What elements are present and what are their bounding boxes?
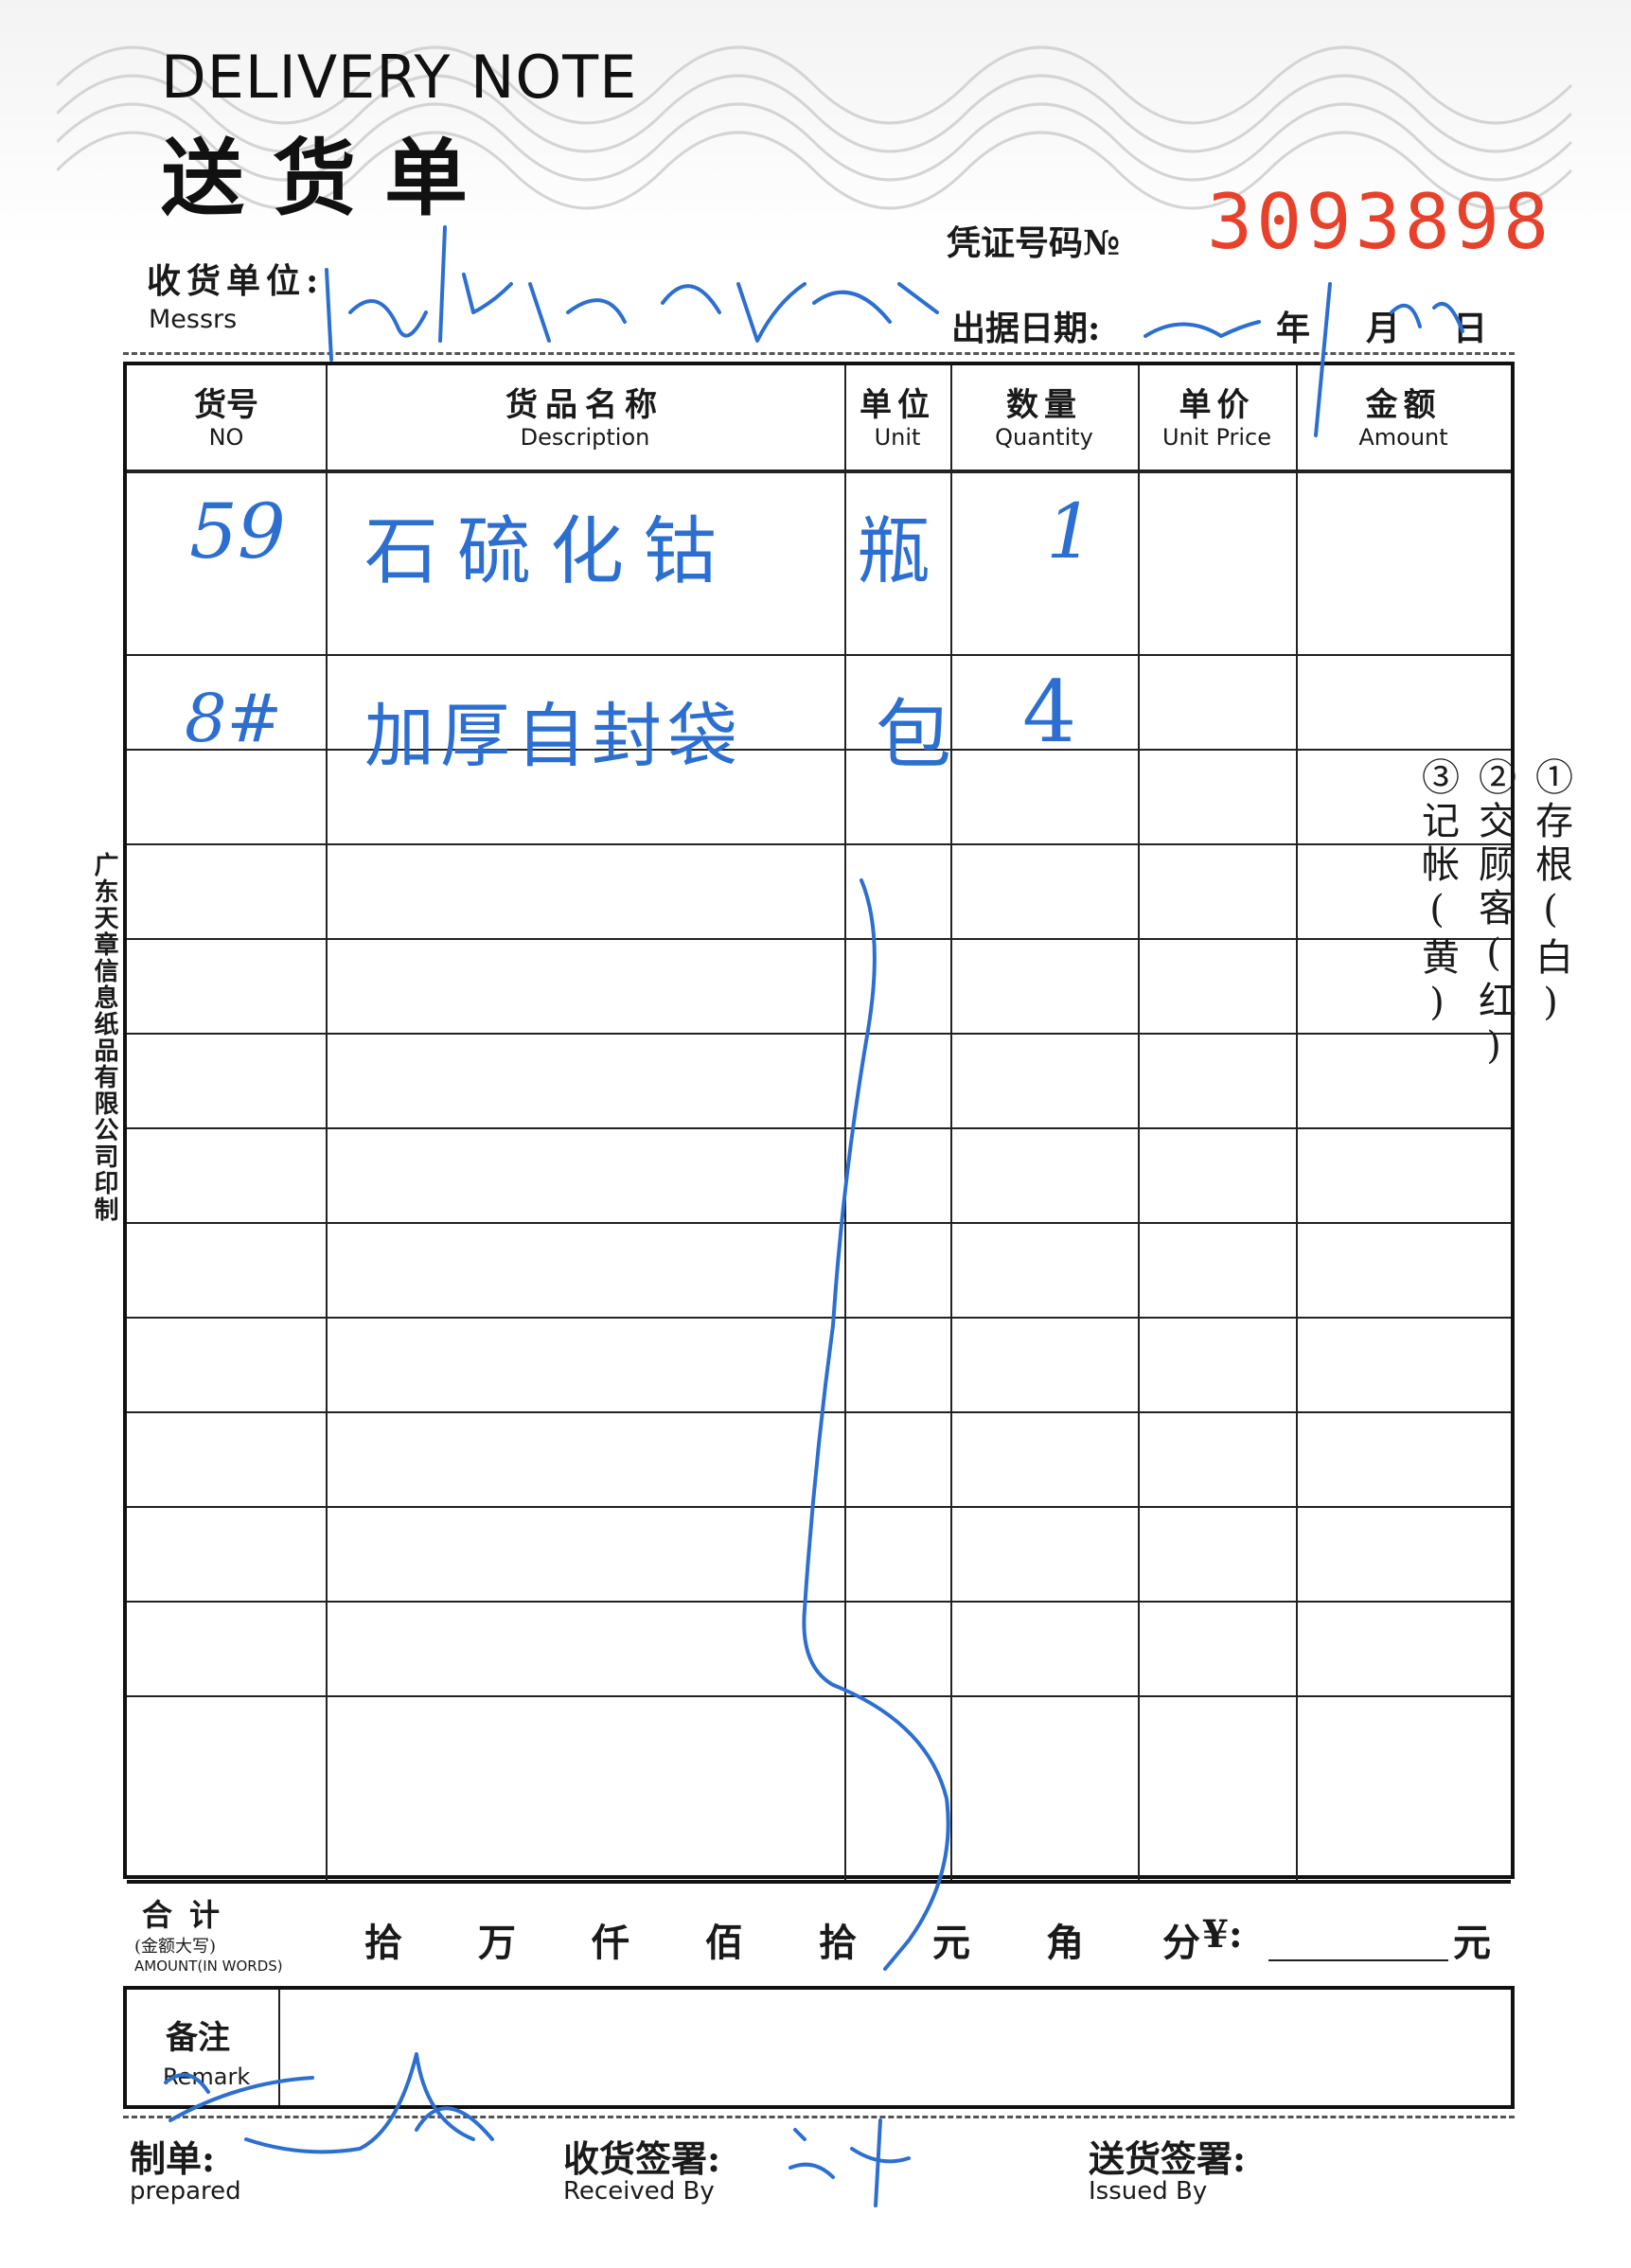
amount-unit-shi: 拾 xyxy=(364,1921,402,1965)
remark-top-border xyxy=(123,1986,1515,1990)
col-divider xyxy=(326,365,328,1880)
messrs-label-cn: 收货单位: xyxy=(147,261,325,301)
issued-by-label-cn: 送货签署: xyxy=(1089,2137,1247,2180)
table-row-divider xyxy=(127,1506,1511,1508)
received-by-label-en: Received By xyxy=(563,2177,715,2206)
col-header-no-cn: 货号 xyxy=(194,386,258,424)
amount-unit-bai: 佰 xyxy=(705,1921,743,1965)
table-row-divider xyxy=(127,1033,1511,1035)
row2-description-handwritten: 加厚自封袋 xyxy=(364,696,743,777)
copies-legend: ①存根(白) ②交顾客(红) ③记帐(黄) xyxy=(1415,757,1579,1117)
col-header-description-cn: 货品名称 xyxy=(505,386,665,424)
col-header-unit-price-en: Unit Price xyxy=(1161,424,1272,451)
col-header-unit-price-cn: 单价 xyxy=(1179,386,1255,424)
row1-unit-handwritten: 瓶 xyxy=(857,509,931,594)
row1-quantity-handwritten: 1 xyxy=(1046,487,1094,576)
remark-label-en: Remark xyxy=(163,2064,251,2090)
table-row-divider xyxy=(127,749,1511,751)
received-by-label-cn: 收货签署: xyxy=(563,2137,721,2180)
col-header-quantity-en: Quantity xyxy=(995,424,1093,451)
table-row-divider xyxy=(127,1222,1511,1224)
table-row-divider xyxy=(127,1317,1511,1319)
col-header-quantity-cn: 数量 xyxy=(1006,386,1082,424)
amount-unit-fen: 分 xyxy=(1162,1921,1200,1965)
total-amount-underline xyxy=(1268,1959,1448,1961)
total-label-cn: 合计 xyxy=(142,1897,238,1933)
col-divider xyxy=(844,365,846,1880)
table-row-divider xyxy=(127,843,1511,845)
date-month-char: 月 xyxy=(1366,309,1401,348)
total-yuan-suffix: 元 xyxy=(1453,1921,1491,1965)
date-label: 出据日期: xyxy=(951,309,1101,348)
title-english: DELIVERY NOTE xyxy=(161,43,638,112)
table-header-divider xyxy=(127,470,1511,473)
items-table: 货号 NO 货品名称 Description 单位 Unit 数量 Quanti… xyxy=(123,362,1515,1884)
copy-accounting-yellow: ③记帐(黄) xyxy=(1415,757,1459,1030)
copy-stub-white: ①存根(白) xyxy=(1529,757,1572,1030)
date-day-char: 日 xyxy=(1453,309,1488,348)
table-row-divider xyxy=(127,1411,1511,1413)
voucher-number: 3093898 xyxy=(1207,178,1553,266)
messrs-label-en: Messrs xyxy=(149,305,238,334)
total-label-sub-cn: (金额大写) xyxy=(134,1937,217,1957)
issued-by-label-en: Issued By xyxy=(1089,2177,1208,2206)
remark-label-cn: 备注 xyxy=(166,2019,230,2057)
voucher-number-label: 凭证号码№ xyxy=(947,223,1121,263)
amount-unit-yuan: 元 xyxy=(932,1921,970,1965)
footer-divider xyxy=(123,2116,1515,2118)
amount-unit-qian: 仟 xyxy=(592,1921,629,1965)
remark-divider xyxy=(278,1988,280,2105)
col-header-amount-cn: 金额 xyxy=(1365,386,1442,424)
col-divider xyxy=(1296,365,1298,1880)
amount-unit-shi-2: 拾 xyxy=(819,1921,857,1965)
printer-imprint: 广东天章信息纸品有限公司印制 xyxy=(90,852,118,1223)
table-row-divider xyxy=(127,1127,1511,1129)
amount-unit-wan: 万 xyxy=(478,1921,516,1965)
copy-customer-red: ②交顾客(红) xyxy=(1472,757,1516,1073)
col-header-amount-en: Amount xyxy=(1358,424,1448,451)
table-row-divider xyxy=(127,1601,1511,1603)
row2-quantity-handwritten: 4 xyxy=(1022,663,1077,762)
row1-description-handwritten: 石硫化钴 xyxy=(364,509,736,594)
col-header-unit-en: Unit xyxy=(874,424,921,451)
total-yen-label: ¥: xyxy=(1202,1912,1243,1957)
total-row-top-border xyxy=(127,1880,1511,1884)
col-divider xyxy=(950,365,952,1880)
remark-box xyxy=(123,1988,1515,2109)
amount-unit-jiao: 角 xyxy=(1046,1921,1084,1965)
table-row-divider xyxy=(127,1695,1511,1697)
col-header-unit-cn: 单位 xyxy=(860,386,935,424)
prepared-label-en: prepared xyxy=(130,2177,241,2206)
row2-unit-handwritten: 包 xyxy=(876,691,951,779)
row1-no-handwritten: 59 xyxy=(189,487,286,576)
header-divider xyxy=(123,352,1515,355)
total-label-sub-en: AMOUNT(IN WORDS) xyxy=(134,1958,283,1975)
row2-no-handwritten: 8# xyxy=(185,680,283,757)
table-row-divider xyxy=(127,654,1511,656)
prepared-label-cn: 制单: xyxy=(130,2137,216,2180)
title-chinese: 送货单 xyxy=(161,129,497,227)
col-header-no-en: NO xyxy=(208,424,244,451)
date-year-char: 年 xyxy=(1276,309,1311,348)
table-row-divider xyxy=(127,938,1511,940)
col-divider xyxy=(1138,365,1140,1880)
col-header-description-en: Description xyxy=(520,424,650,451)
